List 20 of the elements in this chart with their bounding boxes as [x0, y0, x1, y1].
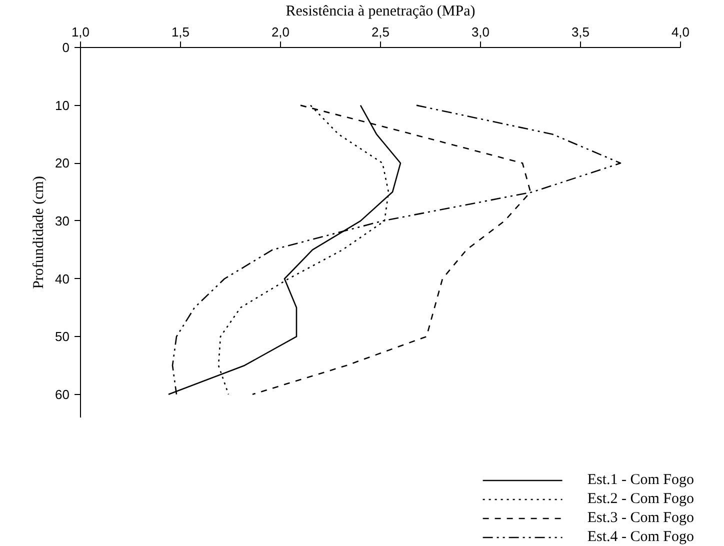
- y-tick-label: 0: [62, 40, 70, 55]
- y-tick-label: 30: [55, 213, 70, 228]
- y-axis-title: Profundidade (cm): [31, 176, 48, 289]
- text: Est.1 - Com Fogo: [587, 472, 694, 488]
- x-tick-label: 4,0: [671, 24, 690, 40]
- x-tick-label: 3,5: [571, 24, 590, 40]
- x-tick-label: 1,5: [171, 24, 190, 40]
- text: Est.2 - Com Fogo: [587, 490, 694, 508]
- text: Est.3 - Com Fogo: [587, 510, 694, 526]
- text: Est.4 - Com Fogo: [587, 528, 694, 546]
- y-tick-label: 50: [55, 329, 70, 344]
- y-tick-label: 60: [55, 386, 70, 402]
- x-tick-label: 2,0: [271, 24, 290, 40]
- x-tick-label: 1,0: [71, 24, 90, 40]
- y-tick-label: 10: [55, 98, 70, 113]
- y-tick-label: 40: [55, 271, 70, 286]
- x-tick-label: 3,0: [471, 24, 490, 40]
- y-tick-label: 20: [55, 156, 70, 171]
- x-axis-title: Resistência à penetração (MPa): [286, 4, 476, 20]
- x-tick-label: 2,5: [371, 24, 390, 40]
